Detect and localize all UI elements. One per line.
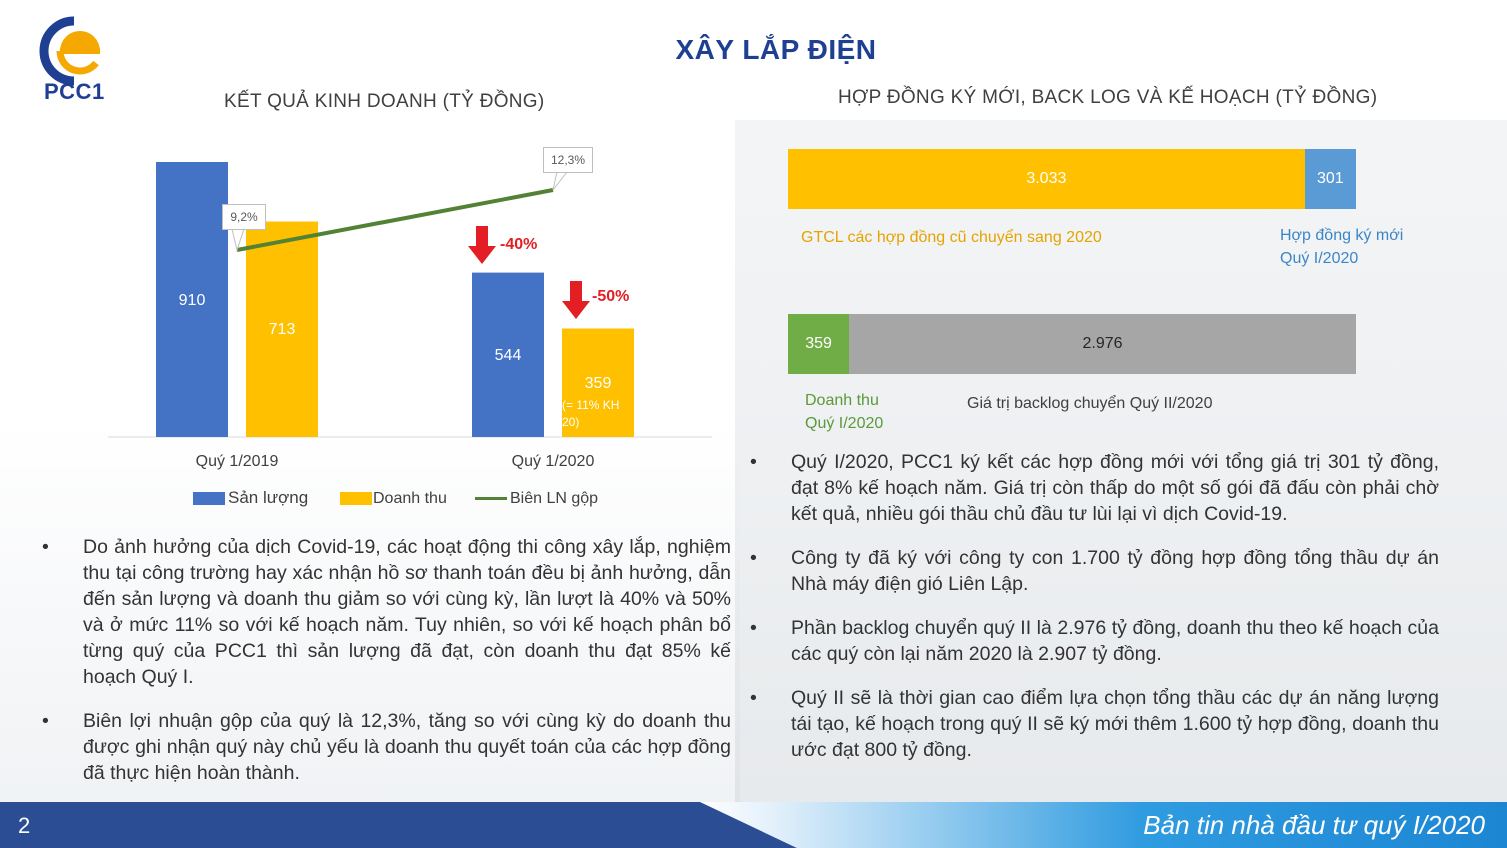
category-label-2019: Quý 1/2019 (195, 453, 279, 470)
business-result-chart (108, 162, 712, 438)
caption-backlog-old: GTCL các hợp đồng cũ chuyển sang 2020 (801, 229, 1102, 246)
callout-pointer-1 (552, 171, 569, 191)
bar-label-doanhthu-2020: 359 (584, 375, 612, 392)
caption-new-contracts-line2: Quý I/2020 (1280, 250, 1359, 267)
footer-title: Bản tin nhà đầu tư quý I/2020 (1143, 810, 1485, 840)
pcc1-logo-icon (39, 16, 100, 86)
right-bullet-4: • Quý II sẽ là thời gian cao điểm lựa chọ… (750, 687, 1439, 761)
category-label-2020: Quý 1/2020 (511, 453, 595, 470)
caption-revenue-line2: Quý I/2020 (805, 415, 884, 432)
bullet-marker: • (750, 451, 757, 473)
bar-label-sanluong-2020: 544 (494, 347, 522, 364)
bar-sanluong-0 (156, 162, 228, 437)
background-left (0, 420, 740, 802)
footer-accent (700, 802, 1507, 848)
caption-revenue-line1: Doanh thu (805, 392, 879, 409)
down-arrow-icon (468, 226, 496, 264)
background-city (735, 120, 1507, 802)
legend-label-sanluong: Sản lượng (228, 488, 309, 507)
logo-text: PCC1 (44, 79, 105, 104)
legend-swatch-bienln (475, 497, 507, 500)
page-number: 2 (18, 813, 31, 838)
caption-new-contracts: Hợp đồng ký mới Quý I/2020 (1280, 224, 1403, 270)
bullet-marker: • (750, 617, 757, 639)
margin-callout-2019: 9,2% (222, 204, 266, 230)
change-sanluong: -40% (500, 236, 538, 253)
backlog-bar: 359 2.976 (788, 314, 1356, 374)
legend-swatch-doanhthu (340, 492, 372, 505)
right-bullet-2: • Công ty đã ký với công ty con 1.700 tỷ … (750, 547, 1439, 595)
contract-bar-segment-backlog: 3.033 (788, 149, 1305, 209)
bar-label-doanhthu-2019: 713 (268, 321, 296, 338)
bar-sanluong-1 (472, 272, 544, 437)
callout-pointer-0 (231, 228, 245, 252)
bullet-marker: • (750, 687, 757, 709)
margin-callout-2020: 12,3% (543, 147, 593, 173)
legend-label-bienln: Biên LN gộp (510, 490, 599, 507)
contract-bar: 3.033 301 (788, 149, 1356, 209)
backlog-bar-segment-revenue: 359 (788, 314, 850, 374)
down-arrow-icon (562, 281, 590, 319)
margin-line (236, 188, 554, 252)
bar-doanhthu-1 (562, 328, 634, 437)
right-bullet-3: • Phần backlog chuyển quý II là 2.976 tỷ … (750, 617, 1439, 665)
bar-doanhthu-0 (246, 221, 318, 437)
bar-label-sanluong-2019: 910 (178, 292, 206, 309)
right-chart-title: HỢP ĐỒNG KÝ MỚI, BACK LOG VÀ KẾ HOẠCH (T… (838, 87, 1378, 108)
contract-bar-segment-new: 301 (1304, 149, 1356, 209)
right-bullet-1: • Quý I/2020, PCC1 ký kết các hợp đồng mớ… (750, 451, 1439, 525)
change-doanhthu: -50% (592, 288, 630, 305)
bullet-marker: • (42, 536, 49, 558)
page-title: XÂY LẮP ĐIỆN (675, 34, 877, 65)
legend-label-doanhthu: Doanh thu (373, 490, 447, 507)
caption-new-contracts-line1: Hợp đồng ký mới (1280, 227, 1404, 244)
bullet-marker: • (42, 710, 49, 732)
right-bullet-list: • Quý I/2020, PCC1 ký kết các hợp đồng mớ… (750, 449, 1439, 781)
left-bullet-list: • Do ảnh hưởng của dịch Covid-19, các hoạ… (42, 534, 731, 804)
left-chart-title: KẾT QUẢ KINH DOANH (TỶ ĐỒNG) (224, 91, 545, 112)
backlog-bar-segment-remaining: 2.976 (849, 314, 1356, 374)
legend-swatch-sanluong (193, 492, 225, 505)
caption-backlog-q2: Giá trị backlog chuyển Quý II/2020 (967, 395, 1213, 412)
bullet-marker: • (750, 547, 757, 569)
caption-revenue-q1: Doanh thu Quý I/2020 (805, 389, 883, 435)
revenue-note: (= 11% KH 20) (562, 398, 620, 429)
left-bullet-1: • Do ảnh hưởng của dịch Covid-19, các hoạ… (42, 536, 731, 688)
left-bullet-2: • Biên lợi nhuận gộp của quý là 12,3%, tă… (42, 710, 731, 784)
